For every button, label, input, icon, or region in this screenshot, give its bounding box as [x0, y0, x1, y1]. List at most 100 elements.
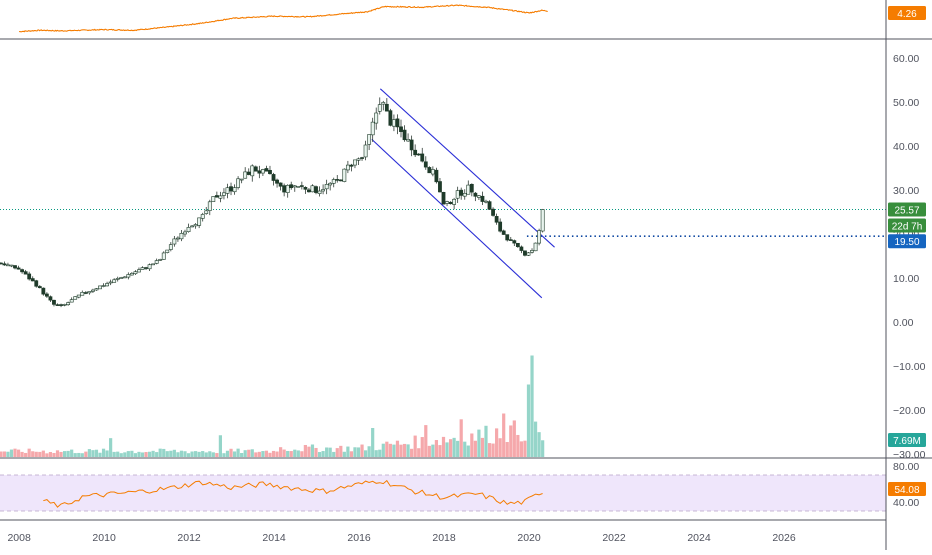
candle-up-body [98, 285, 102, 290]
candle-down-body [30, 278, 35, 282]
candle [73, 296, 78, 300]
price-badge-label: 25.57 [894, 205, 919, 216]
candle [335, 175, 340, 183]
candle-down-body [515, 242, 520, 247]
x-axis-ticks[interactable]: 2008 2010 2012 2014 2016 2018 2020 2022 2024 2026 [7, 532, 795, 544]
trend-channel[interactable] [371, 88, 555, 299]
candle [94, 288, 99, 291]
horizontal-levels[interactable] [0, 208, 886, 237]
volume-bar [16, 449, 21, 457]
candle-up-body [430, 169, 435, 175]
candle [363, 140, 368, 161]
candle-down-body [512, 240, 517, 244]
volume-bar [116, 451, 120, 457]
volume-bar [151, 450, 155, 457]
rsi-tick-label: 80.00 [893, 461, 919, 473]
volume-bar [243, 450, 247, 457]
candle-down-body [519, 246, 524, 251]
volume-bar [186, 453, 191, 457]
candle [112, 278, 117, 283]
candle [161, 251, 166, 260]
candle [91, 288, 95, 294]
volume-bar [332, 451, 336, 457]
candle [409, 135, 414, 157]
y-tick-label: 0.00 [893, 317, 914, 329]
x-tick-label: 2024 [687, 532, 711, 544]
y-axis-ticks[interactable]: 60.0050.0040.0030.0020.0010.000.00−10.00… [893, 53, 926, 461]
candle-up-body [222, 192, 226, 196]
candle [20, 268, 24, 274]
candle-up-body [108, 281, 113, 284]
candle-up-body [69, 299, 74, 303]
candle [360, 156, 364, 161]
volume-bar [523, 440, 527, 457]
volume-bar [169, 450, 173, 457]
volume-bar [165, 451, 169, 457]
candle [427, 166, 432, 174]
candle [469, 183, 474, 197]
price-badge-label: 22d 7h [892, 221, 923, 232]
candle-down-body [214, 195, 219, 198]
candle [317, 186, 322, 197]
candle [204, 207, 209, 215]
volume-bar [402, 443, 407, 457]
candle [299, 181, 304, 190]
candle-up-body [183, 231, 187, 235]
candle-down-body [299, 185, 304, 187]
candle [434, 167, 439, 184]
volume-bar [268, 452, 272, 457]
rsi-line[interactable] [43, 479, 543, 508]
candle [416, 153, 421, 156]
candle-up-body [381, 102, 386, 105]
volume-bar [477, 429, 481, 457]
comparison-line[interactable] [19, 4, 548, 33]
candle-up-body [126, 274, 131, 278]
candle-down-body [44, 293, 49, 297]
candle [37, 285, 42, 289]
volume-bar [487, 443, 492, 457]
price-badge-label: 4.26 [897, 9, 917, 20]
candle-up-body [66, 302, 71, 306]
rsi-axis-ticks[interactable]: 80.00 40.00 [893, 461, 919, 509]
candle-down-body [246, 171, 251, 175]
candle-up-body [285, 184, 290, 193]
candle-down-body [434, 169, 439, 183]
candle [225, 183, 230, 199]
volume-bar [480, 437, 485, 457]
volume-bar [91, 450, 95, 457]
volume-bar [434, 440, 439, 457]
candle-up-body [331, 179, 336, 184]
candle-up-body [207, 201, 212, 211]
candle [9, 264, 14, 268]
channel-upper-line[interactable] [379, 88, 555, 248]
candle [448, 201, 453, 205]
candle [307, 188, 311, 193]
candle-down-body [360, 157, 364, 159]
volume-bar [417, 448, 421, 457]
volume-bar [218, 435, 223, 457]
volume-bar [2, 451, 6, 457]
channel-lower-line[interactable] [371, 138, 543, 299]
y-tick-label: 60.00 [893, 53, 919, 65]
volume-bar [516, 434, 520, 457]
volume-bar [34, 451, 38, 457]
candle [222, 188, 226, 200]
volume-bar [363, 450, 368, 457]
candle-up-body [193, 224, 198, 227]
candle-up-body [158, 259, 163, 261]
volume-bar [505, 442, 509, 457]
price-badge-bg [888, 482, 926, 496]
volume-bar [406, 444, 410, 457]
candle-down-body [289, 184, 294, 189]
candle-down-body [491, 208, 495, 216]
volume-bar [353, 447, 357, 457]
candle [186, 223, 191, 233]
candle [176, 236, 180, 242]
volume-bar [119, 453, 123, 457]
candle-up-body [445, 201, 449, 204]
candle-up-body [477, 195, 481, 198]
y-tick-label: 30.00 [893, 185, 919, 197]
candle [484, 199, 488, 204]
candle-up-body [211, 196, 216, 202]
